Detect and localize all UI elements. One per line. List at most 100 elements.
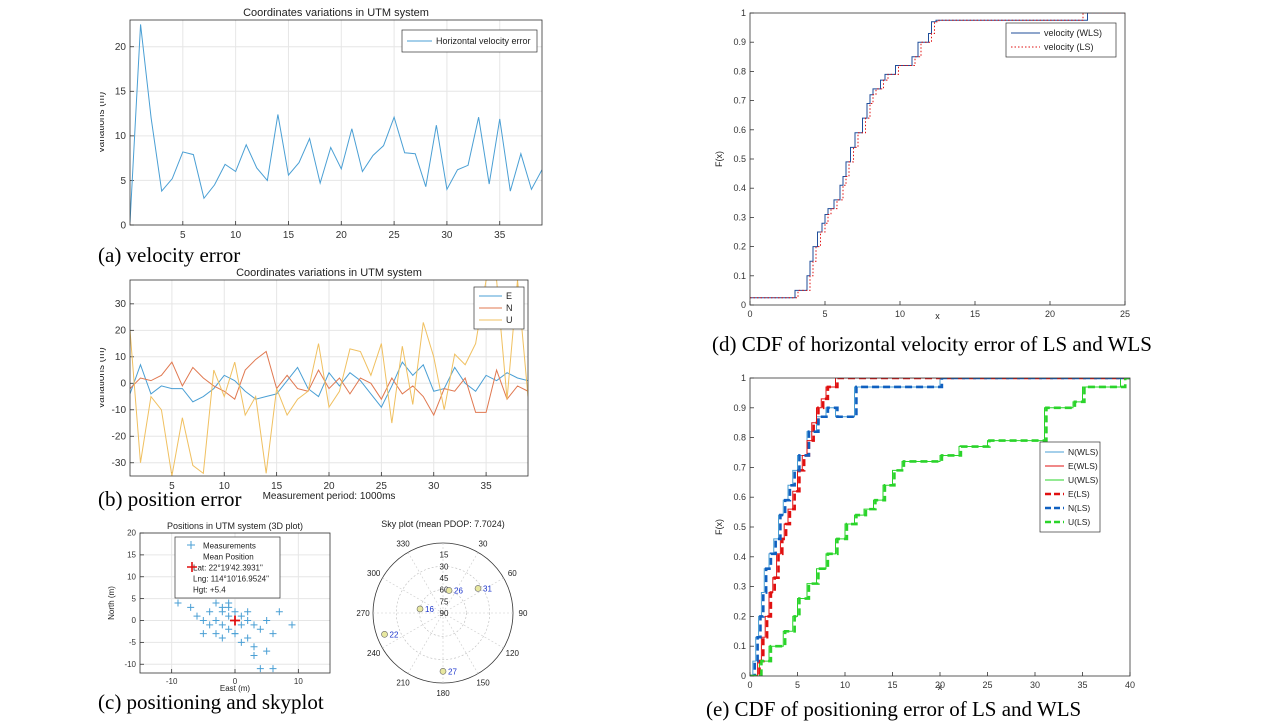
scatter-point (250, 621, 258, 629)
legend-label: E (506, 291, 512, 301)
sky-elevation-label: 30 (440, 562, 449, 571)
scatter-point (218, 634, 226, 642)
legend-label: Lng: 114°10'16.9524" (193, 575, 269, 584)
scatter-point (237, 612, 245, 620)
legend-label: Mean Position (203, 553, 254, 562)
satellite-marker (439, 668, 447, 675)
scatter-point (199, 617, 207, 624)
caption-e: (e) CDF of positioning error of LS and W… (706, 697, 1082, 721)
scatter-point (256, 625, 264, 633)
series-line-n (130, 350, 528, 417)
scatter-point (250, 643, 258, 651)
legend-label: N (506, 303, 513, 313)
x-tick-label: 15 (283, 230, 295, 240)
scatter-point (244, 617, 252, 624)
plot-frame (129, 19, 543, 226)
scatter-point (263, 647, 271, 655)
y-tick-label: 0.6 (733, 125, 746, 135)
y-tick-label: 0.2 (733, 242, 746, 252)
y-tick-label: 1 (741, 373, 746, 383)
y-tick-label: 0.8 (733, 433, 746, 443)
x-tick-label: 25 (1120, 309, 1130, 319)
sky-azimuth-label: 330 (396, 540, 410, 549)
satellite-prn-label: 26 (454, 586, 463, 595)
legend-label: N(LS) (1068, 503, 1090, 513)
sky-azimuth-label: 270 (356, 609, 370, 618)
legend-label: Horizontal velocity error (436, 36, 531, 46)
y-axis-label: F(x) (714, 519, 724, 535)
series-line-e-wls- (750, 378, 1130, 676)
y-tick-label: 0.2 (733, 611, 746, 621)
scatter-point (231, 608, 239, 616)
y-tick-label: 0 (120, 379, 126, 390)
x-tick-label: 25 (389, 230, 401, 240)
sky-elevation-label: 60 (440, 586, 449, 595)
x-tick-label: 5 (180, 230, 186, 240)
scatter-point (244, 634, 252, 642)
legend-label: U(WLS) (1068, 475, 1098, 485)
y-tick-label: 0.5 (733, 522, 746, 532)
scatter-point (218, 603, 226, 611)
scatter-point (187, 603, 195, 611)
y-tick-label: 15 (115, 87, 127, 98)
scatter-point (269, 630, 277, 638)
x-tick-label: 15 (887, 680, 897, 690)
y-tick-label: -20 (112, 432, 127, 443)
y-tick-label: 5 (120, 176, 126, 187)
caption-d: (d) CDF of horizontal velocity error of … (712, 332, 1152, 356)
x-tick-label: 30 (428, 481, 440, 492)
y-axis-label: Variations (m) (100, 92, 107, 154)
y-tick-label: 0.3 (733, 212, 746, 222)
x-tick-label: 35 (494, 230, 506, 240)
x-tick-label: 25 (376, 481, 388, 492)
scatter-point (199, 630, 207, 638)
y-tick-label: 10 (115, 131, 127, 142)
scatter-point (193, 612, 201, 620)
legend-label: Hgt: +5.4 (193, 586, 226, 595)
chart-d: 0 5 10 15 20 25 0 0.1 0.2 0.3 0.4 0.5 0.6 0.7 0.8 0.9 1 F… (714, 8, 1130, 321)
y-tick-label: 0 (120, 220, 126, 231)
y-tick-label: -30 (112, 458, 127, 469)
satellite-marker (416, 605, 424, 613)
y-tick-label: 0.1 (733, 271, 746, 281)
y-tick-label: 0.4 (733, 183, 746, 193)
x-tick-label: 10 (294, 677, 303, 686)
x-tick-label: 20 (1045, 309, 1055, 319)
y-tick-label: 5 (132, 594, 137, 603)
x-tick-label: 20 (336, 230, 348, 240)
scatter-point (218, 621, 226, 629)
scatter-point (263, 617, 271, 624)
x-axis-label: Measurement period: 1000ms (263, 491, 396, 502)
y-tick-label: 10 (115, 352, 127, 363)
scatter-point (212, 630, 220, 638)
sky-elevation-label: 15 (440, 551, 449, 560)
legend-label: Measurements (203, 542, 256, 551)
y-tick-label: 0.3 (733, 582, 746, 592)
legend-mean-marker (187, 562, 197, 572)
sky-elevation-ring (419, 589, 467, 637)
x-axis-label: East (m) (220, 684, 251, 693)
x-tick-label: 40 (1125, 680, 1135, 690)
legend-box (1005, 22, 1117, 58)
legend-label: U(LS) (1068, 517, 1090, 527)
sky-azimuth-label: 60 (508, 569, 517, 578)
x-tick-label: 15 (271, 481, 283, 492)
x-tick-label: 25 (982, 680, 992, 690)
y-tick-label: -10 (124, 660, 136, 669)
y-tick-label: 0.5 (733, 154, 746, 164)
series-group (174, 599, 296, 673)
scatter-point (256, 665, 264, 673)
y-tick-label: -5 (129, 638, 137, 647)
sky-elevation-label: 90 (440, 609, 449, 618)
x-tick-label: 5 (795, 680, 800, 690)
x-tick-label: 0 (747, 309, 752, 319)
x-tick-label: 20 (323, 481, 335, 492)
series-group (750, 378, 1130, 676)
satellite-prn-label: 22 (390, 630, 399, 639)
x-tick-label: 5 (169, 481, 175, 492)
scatter-point (212, 599, 220, 607)
chart-title: Positions in UTM system (3D plot) (167, 521, 303, 531)
legend-label: U (506, 315, 513, 325)
satellite-marker (381, 630, 388, 638)
x-tick-label: 30 (1030, 680, 1040, 690)
